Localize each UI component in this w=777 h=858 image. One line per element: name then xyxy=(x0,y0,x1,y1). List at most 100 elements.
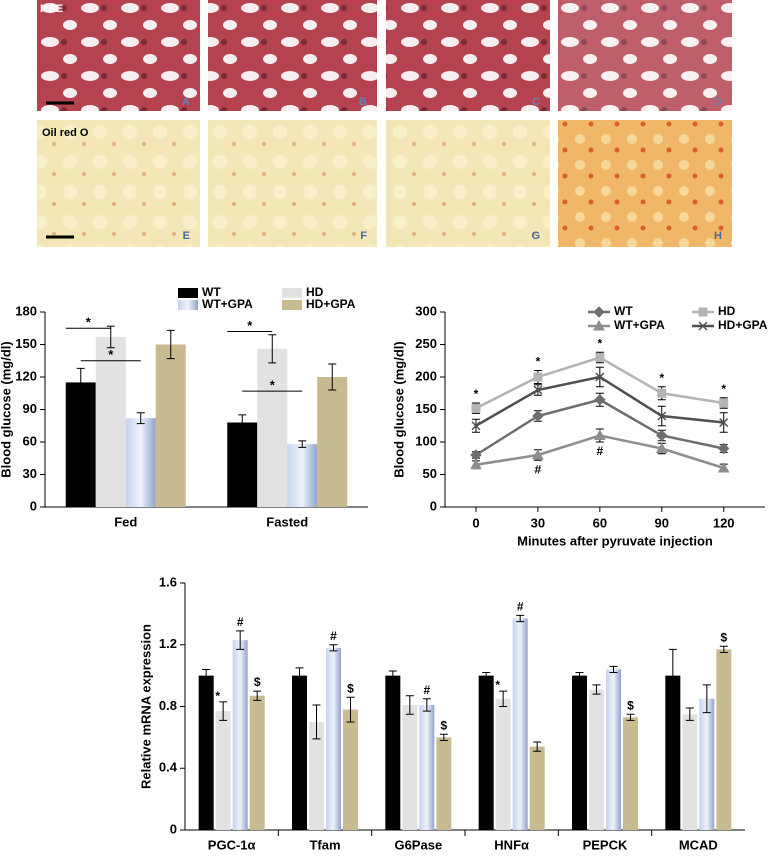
y-axis-label: Blood glucose (mg/dl) xyxy=(391,341,406,478)
bar xyxy=(292,675,307,830)
error-bar xyxy=(238,414,247,431)
error-bar xyxy=(626,713,635,721)
point xyxy=(532,410,544,422)
bar xyxy=(287,444,318,507)
significance-marker: $ xyxy=(347,681,354,695)
point xyxy=(657,411,667,421)
legend-swatch xyxy=(282,288,302,298)
bar xyxy=(512,618,528,830)
legend-swatch xyxy=(178,300,198,310)
y-tick-label: 0.8 xyxy=(159,698,177,713)
x-axis-label: Minutes after pyruvate injection xyxy=(517,533,713,548)
error-bar xyxy=(516,614,525,623)
point xyxy=(533,385,543,395)
panel-letter: G xyxy=(531,230,540,242)
point xyxy=(471,403,481,413)
micrograph xyxy=(37,120,200,247)
error-bar xyxy=(298,440,307,448)
bar xyxy=(682,714,698,830)
y-tick-label: 0 xyxy=(30,498,37,513)
x-tick-label: 120 xyxy=(713,515,735,530)
error-bar xyxy=(268,334,277,364)
error-bar xyxy=(592,684,601,695)
y-tick-label: 150 xyxy=(15,336,37,351)
x-tick-label: 30 xyxy=(531,515,545,530)
micrograph xyxy=(386,120,550,247)
y-tick-label: 30 xyxy=(23,466,37,481)
significance-marker: * xyxy=(536,355,541,369)
error-bar xyxy=(702,684,711,714)
point xyxy=(593,319,605,331)
bar xyxy=(478,675,494,830)
significance-marker: # xyxy=(535,462,542,476)
error-bar xyxy=(236,630,245,650)
legend-label: HD xyxy=(718,304,736,318)
point xyxy=(698,321,708,331)
significance-marker: * xyxy=(108,347,114,362)
error-bar xyxy=(76,367,85,397)
legend-label: WT+GPA xyxy=(614,318,665,332)
bar xyxy=(257,348,288,507)
error-bar xyxy=(219,701,228,721)
bar xyxy=(95,336,126,507)
y-tick-label: 0 xyxy=(430,498,437,513)
micrograph xyxy=(208,0,377,111)
bar xyxy=(249,695,265,830)
error-bar xyxy=(136,412,145,425)
bar xyxy=(699,698,715,830)
bar xyxy=(215,711,231,830)
error-bar xyxy=(439,733,448,741)
significance-marker: $ xyxy=(720,630,727,644)
y-axis-label: Relative mRNA expression xyxy=(138,624,153,789)
significance-marker: # xyxy=(596,444,603,458)
panel-letter: A xyxy=(182,96,190,108)
error-bar xyxy=(312,704,321,740)
panel-letter: D xyxy=(714,96,722,108)
panel-letter: H xyxy=(714,230,722,242)
legend-label: WT xyxy=(614,304,633,318)
bar xyxy=(343,709,358,830)
error-bar xyxy=(202,668,211,683)
point xyxy=(657,388,667,398)
micrograph xyxy=(558,0,732,111)
significance-marker: $ xyxy=(254,675,261,689)
bar xyxy=(495,698,511,830)
x-tick-label: G6Pase xyxy=(394,837,442,852)
legend-label: HD xyxy=(306,285,324,299)
point xyxy=(533,372,543,382)
bar xyxy=(606,669,621,830)
legend-swatch xyxy=(178,288,198,298)
micrograph xyxy=(37,0,200,111)
legend-label: WT xyxy=(202,285,221,299)
x-tick-label: Fasted xyxy=(266,514,308,529)
y-tick-label: 150 xyxy=(415,401,437,416)
point xyxy=(719,398,729,408)
x-tick-label: 60 xyxy=(593,515,607,530)
significance-marker: $ xyxy=(627,698,634,712)
error-bar xyxy=(329,644,338,652)
error-bar xyxy=(346,696,355,723)
micrograph xyxy=(208,120,377,247)
panel-letter: B xyxy=(359,96,367,108)
x-tick-label: 0 xyxy=(472,515,479,530)
point xyxy=(470,458,482,470)
point xyxy=(594,394,606,406)
bar xyxy=(65,382,96,507)
point xyxy=(717,461,730,473)
y-tick-label: 120 xyxy=(15,368,37,383)
point xyxy=(471,421,481,431)
significance-marker: # xyxy=(330,629,337,643)
error-bar xyxy=(253,690,262,701)
bar xyxy=(402,704,418,830)
significance-marker: # xyxy=(237,615,244,629)
error-bar xyxy=(499,690,508,707)
y-tick-label: 0.4 xyxy=(159,760,178,775)
micrograph xyxy=(386,0,550,111)
significance-marker: # xyxy=(423,683,430,697)
bar xyxy=(227,422,258,507)
y-tick-label: 100 xyxy=(415,433,437,448)
error-bar xyxy=(575,672,584,680)
bar xyxy=(385,675,401,830)
